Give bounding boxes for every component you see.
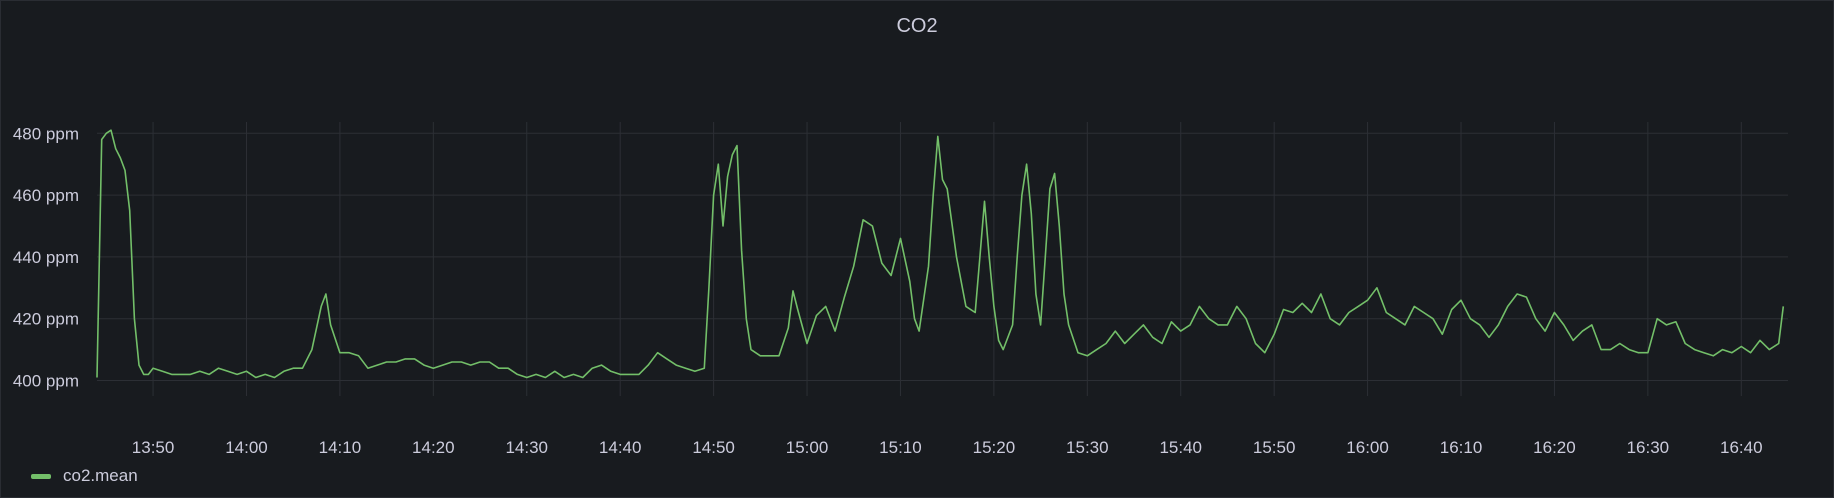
x-tick-label: 14:10 xyxy=(319,438,362,457)
x-tick-label: 16:00 xyxy=(1346,438,1389,457)
y-axis: 400 ppm 420 ppm 440 ppm 460 ppm 480 ppm xyxy=(13,124,79,390)
legend-swatch xyxy=(31,473,51,479)
legend-label: co2.mean xyxy=(63,466,138,485)
y-tick-label: 480 ppm xyxy=(13,124,79,143)
x-tick-label: 15:40 xyxy=(1159,438,1202,457)
x-tick-label: 14:50 xyxy=(692,438,735,457)
x-tick-label: 16:20 xyxy=(1533,438,1576,457)
x-axis: 13:50 14:00 14:10 14:20 14:30 14:40 14:50 15:00… xyxy=(132,438,1763,457)
x-tick-label: 15:10 xyxy=(879,438,922,457)
x-tick-label: 14:20 xyxy=(412,438,455,457)
series-line-co2-mean xyxy=(96,129,1785,379)
x-tick-label: 16:10 xyxy=(1440,438,1483,457)
legend-item-co2-mean[interactable]: co2.mean xyxy=(31,466,138,486)
x-tick-label: 15:20 xyxy=(973,438,1016,457)
x-tick-label: 15:00 xyxy=(786,438,829,457)
x-tick-label: 16:30 xyxy=(1627,438,1670,457)
panel-title[interactable]: CO2 xyxy=(896,15,938,37)
y-tick-label: 400 ppm xyxy=(13,372,79,391)
series-layer xyxy=(96,129,1785,379)
x-tick-label: 14:00 xyxy=(225,438,268,457)
x-tick-label: 16:40 xyxy=(1720,438,1763,457)
y-tick-label: 460 ppm xyxy=(13,186,79,205)
co2-line-chart: 400 ppm 420 ppm 440 ppm 460 ppm 480 ppm 13:5… xyxy=(13,122,1788,457)
x-tick-label: 15:50 xyxy=(1253,438,1296,457)
x-tick-label: 14:30 xyxy=(505,438,548,457)
chart-grid xyxy=(97,122,1788,396)
x-tick-label: 15:30 xyxy=(1066,438,1109,457)
y-tick-label: 420 ppm xyxy=(13,310,79,329)
y-tick-label: 440 ppm xyxy=(13,248,79,267)
x-tick-label: 14:40 xyxy=(599,438,642,457)
x-tick-label: 13:50 xyxy=(132,438,175,457)
